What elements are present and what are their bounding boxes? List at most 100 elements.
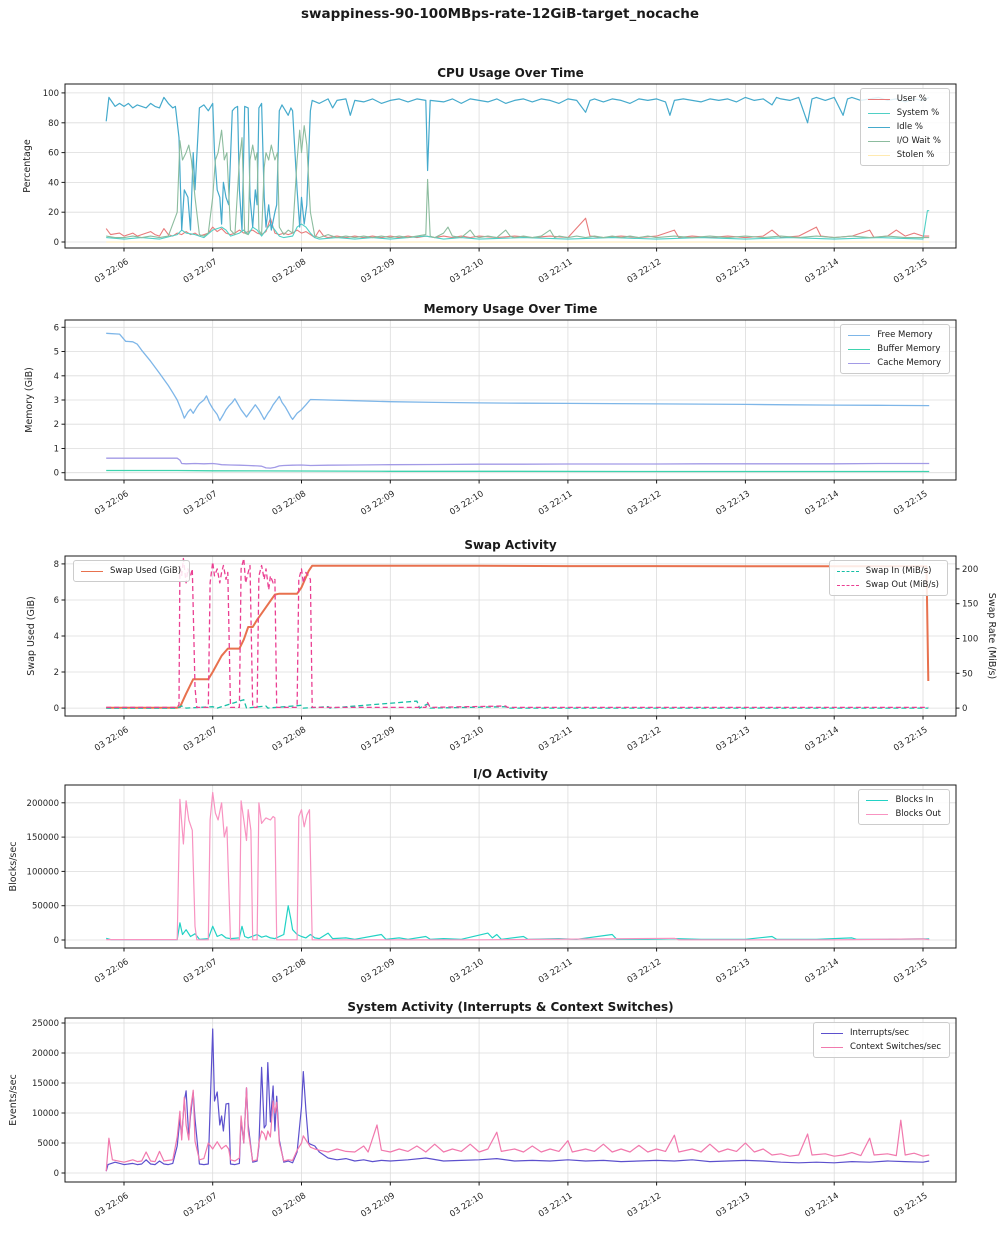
legend-swatch	[848, 362, 871, 364]
legend-swatch	[867, 98, 890, 100]
y2-axis-label: Swap Rate (MiB/s)	[986, 593, 997, 679]
y2-tick-label: 0	[962, 704, 967, 714]
legend-item: Free Memory	[848, 328, 941, 342]
y-tick-label: 2	[54, 420, 59, 430]
series-line	[106, 332, 930, 422]
x-tick-label: 03 22:12	[626, 1191, 664, 1220]
x-tick-label: 03 22:09	[359, 1191, 397, 1220]
plot-border	[64, 83, 957, 249]
legend-item: Context Switches/sec	[821, 1040, 941, 1054]
legend-item: Buffer Memory	[848, 342, 941, 356]
y2-tick-label: 150	[962, 600, 978, 610]
legend-swatch	[867, 126, 890, 128]
legend-label: I/O Wait %	[896, 136, 941, 147]
series-line	[106, 457, 930, 469]
legend-label: Idle %	[896, 122, 923, 133]
plot-border	[64, 784, 957, 949]
series-line	[106, 125, 930, 239]
y-tick-label: 20000	[32, 1049, 59, 1059]
x-tick-label: 03 22:15	[892, 1191, 930, 1220]
y-tick-label: 0	[54, 704, 59, 714]
legend-swatch	[867, 154, 890, 156]
legend-label: Cache Memory	[877, 358, 941, 369]
y-tick-label: 0	[54, 469, 59, 479]
legend: Free Memory Buffer Memory Cache Memory	[840, 324, 950, 375]
y-tick-label: 0	[54, 238, 59, 248]
y-tick-label: 10000	[32, 1109, 59, 1119]
legend-item: Swap In (MiB/s)	[836, 564, 939, 578]
y-tick-label: 0	[54, 936, 59, 946]
y2-tick-label: 100	[962, 635, 978, 645]
series-line	[106, 564, 930, 709]
memory-chart-title: Memory Usage Over Time	[423, 302, 598, 316]
y-tick-label: 0	[54, 1169, 59, 1179]
y-tick-label: 25000	[32, 1019, 59, 1029]
x-tick-label: 03 22:08	[271, 1191, 309, 1220]
series-line	[106, 905, 930, 941]
y-tick-label: 3	[54, 396, 59, 406]
legend-label: Blocks In	[895, 795, 934, 805]
legend-swatch	[866, 813, 889, 815]
legend-swatch	[867, 140, 890, 142]
legend-swatch	[848, 334, 871, 336]
legend-item: Idle %	[867, 120, 941, 134]
y-tick-label: 40	[48, 178, 59, 188]
cpu-chart-title: CPU Usage Over Time	[437, 66, 584, 80]
legend-item: Swap Used (GiB)	[81, 564, 181, 578]
series-line	[106, 791, 930, 941]
y-axis-label: Percentage	[22, 139, 33, 193]
legend-item: Blocks In	[866, 793, 941, 807]
y-axis-label: Memory (GiB)	[24, 367, 35, 433]
y-tick-label: 20	[48, 208, 59, 218]
legend-swatch	[821, 1046, 844, 1048]
series-line	[106, 699, 929, 709]
legend-label: Context Switches/sec	[850, 1042, 941, 1053]
legend: Interrupts/sec Context Switches/sec	[813, 1022, 950, 1059]
y-tick-label: 200000	[27, 799, 59, 809]
y-tick-label: 5000	[37, 1139, 59, 1149]
y-tick-label: 15000	[32, 1079, 59, 1089]
system-chart-title: System Activity (Interrupts & Context Sw…	[347, 1000, 674, 1014]
legend-label: Free Memory	[877, 330, 933, 340]
legend-item: System %	[867, 106, 941, 120]
y-axis-label: Blocks/sec	[8, 842, 19, 892]
plot-border	[64, 1017, 957, 1183]
x-tick-label: 03 22:07	[182, 1191, 220, 1220]
y-tick-label: 150000	[27, 833, 59, 843]
legend-swatch	[821, 1032, 844, 1034]
legend-label: System %	[896, 108, 940, 119]
y-axis-label: Swap Used (GiB)	[26, 596, 37, 675]
series-line	[105, 96, 930, 231]
series-line	[105, 1087, 930, 1172]
legend-swatch	[836, 584, 859, 586]
legend-swatch	[848, 348, 871, 350]
legend-item: I/O Wait %	[867, 134, 941, 148]
legend-swatch	[81, 570, 103, 572]
x-tick-label: 03 22:13	[714, 1191, 752, 1220]
y-tick-label: 80	[48, 119, 59, 129]
legend-swatch	[836, 570, 859, 572]
y-tick-label: 4	[54, 372, 59, 382]
legend-item: Blocks Out	[866, 807, 941, 821]
legend: Blocks In Blocks Out	[858, 789, 950, 826]
legend-item: User %	[867, 92, 941, 106]
legend-label: Blocks Out	[895, 809, 941, 820]
y-tick-label: 6	[54, 323, 59, 333]
legend: Swap In (MiB/s) Swap Out (MiB/s)	[828, 560, 948, 597]
legend-label: Swap Used (GiB)	[110, 566, 182, 576]
y-tick-label: 4	[54, 632, 59, 642]
x-tick-label: 03 22:10	[448, 1191, 486, 1220]
y-tick-label: 6	[54, 596, 59, 606]
series-line	[106, 469, 930, 473]
legend-label: Swap In (MiB/s)	[865, 566, 932, 576]
